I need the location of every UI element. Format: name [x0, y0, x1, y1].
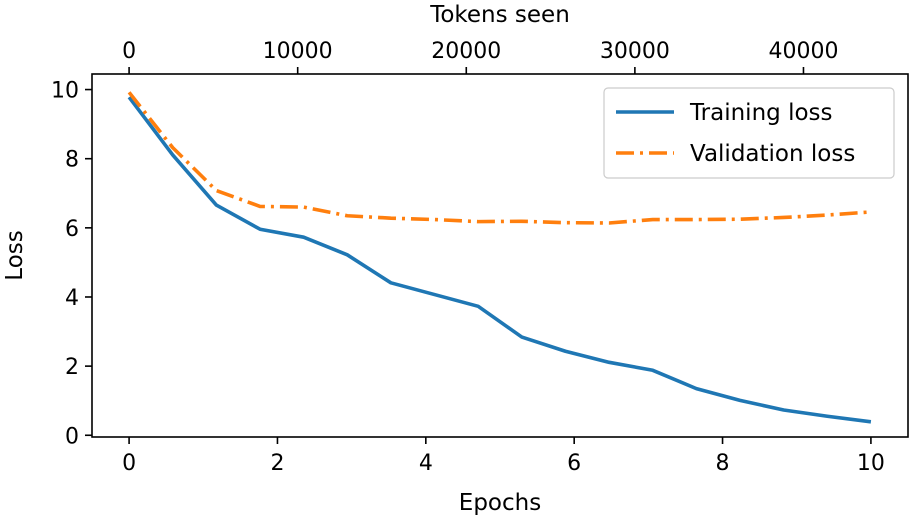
top-x-axis-title: Tokens seen — [429, 2, 570, 28]
legend: Training loss Validation loss — [603, 87, 895, 179]
x-tick-label: 0 — [122, 451, 136, 476]
y-tick-label: 10 — [51, 79, 79, 104]
x-tick-label: 10 — [857, 451, 885, 476]
series-line-training — [127, 96, 872, 424]
y-axis-title: Loss — [2, 230, 28, 280]
y-tick-label: 8 — [65, 148, 79, 173]
y-tick-label: 0 — [65, 424, 79, 449]
top-x-tick-label: 40000 — [768, 39, 838, 64]
legend-label-validation: Validation loss — [690, 141, 855, 167]
axes-layer: 0 2 4 6 8 10 0 2 4 6 8 10 0 10000 20000 30000 40000 — [51, 39, 909, 476]
top-x-tick-label: 10000 — [263, 39, 333, 64]
top-x-tick-label: 20000 — [431, 39, 501, 64]
x-tick-label: 2 — [270, 451, 284, 476]
x-tick-label: 8 — [716, 451, 730, 476]
series-line-validation — [127, 91, 872, 225]
legend-label-training: Training loss — [689, 100, 833, 126]
x-tick-label: 6 — [567, 451, 581, 476]
plot-frame — [91, 73, 909, 438]
top-x-tick-label: 0 — [122, 39, 136, 64]
legend-box — [603, 87, 895, 179]
y-tick-label: 4 — [65, 286, 79, 311]
x-tick-label: 4 — [419, 451, 433, 476]
x-axis-title: Epochs — [459, 490, 541, 516]
plot-layer — [127, 91, 872, 424]
top-x-tick-label: 30000 — [600, 39, 670, 64]
y-tick-label: 6 — [65, 217, 79, 242]
y-tick-label: 2 — [65, 355, 79, 380]
